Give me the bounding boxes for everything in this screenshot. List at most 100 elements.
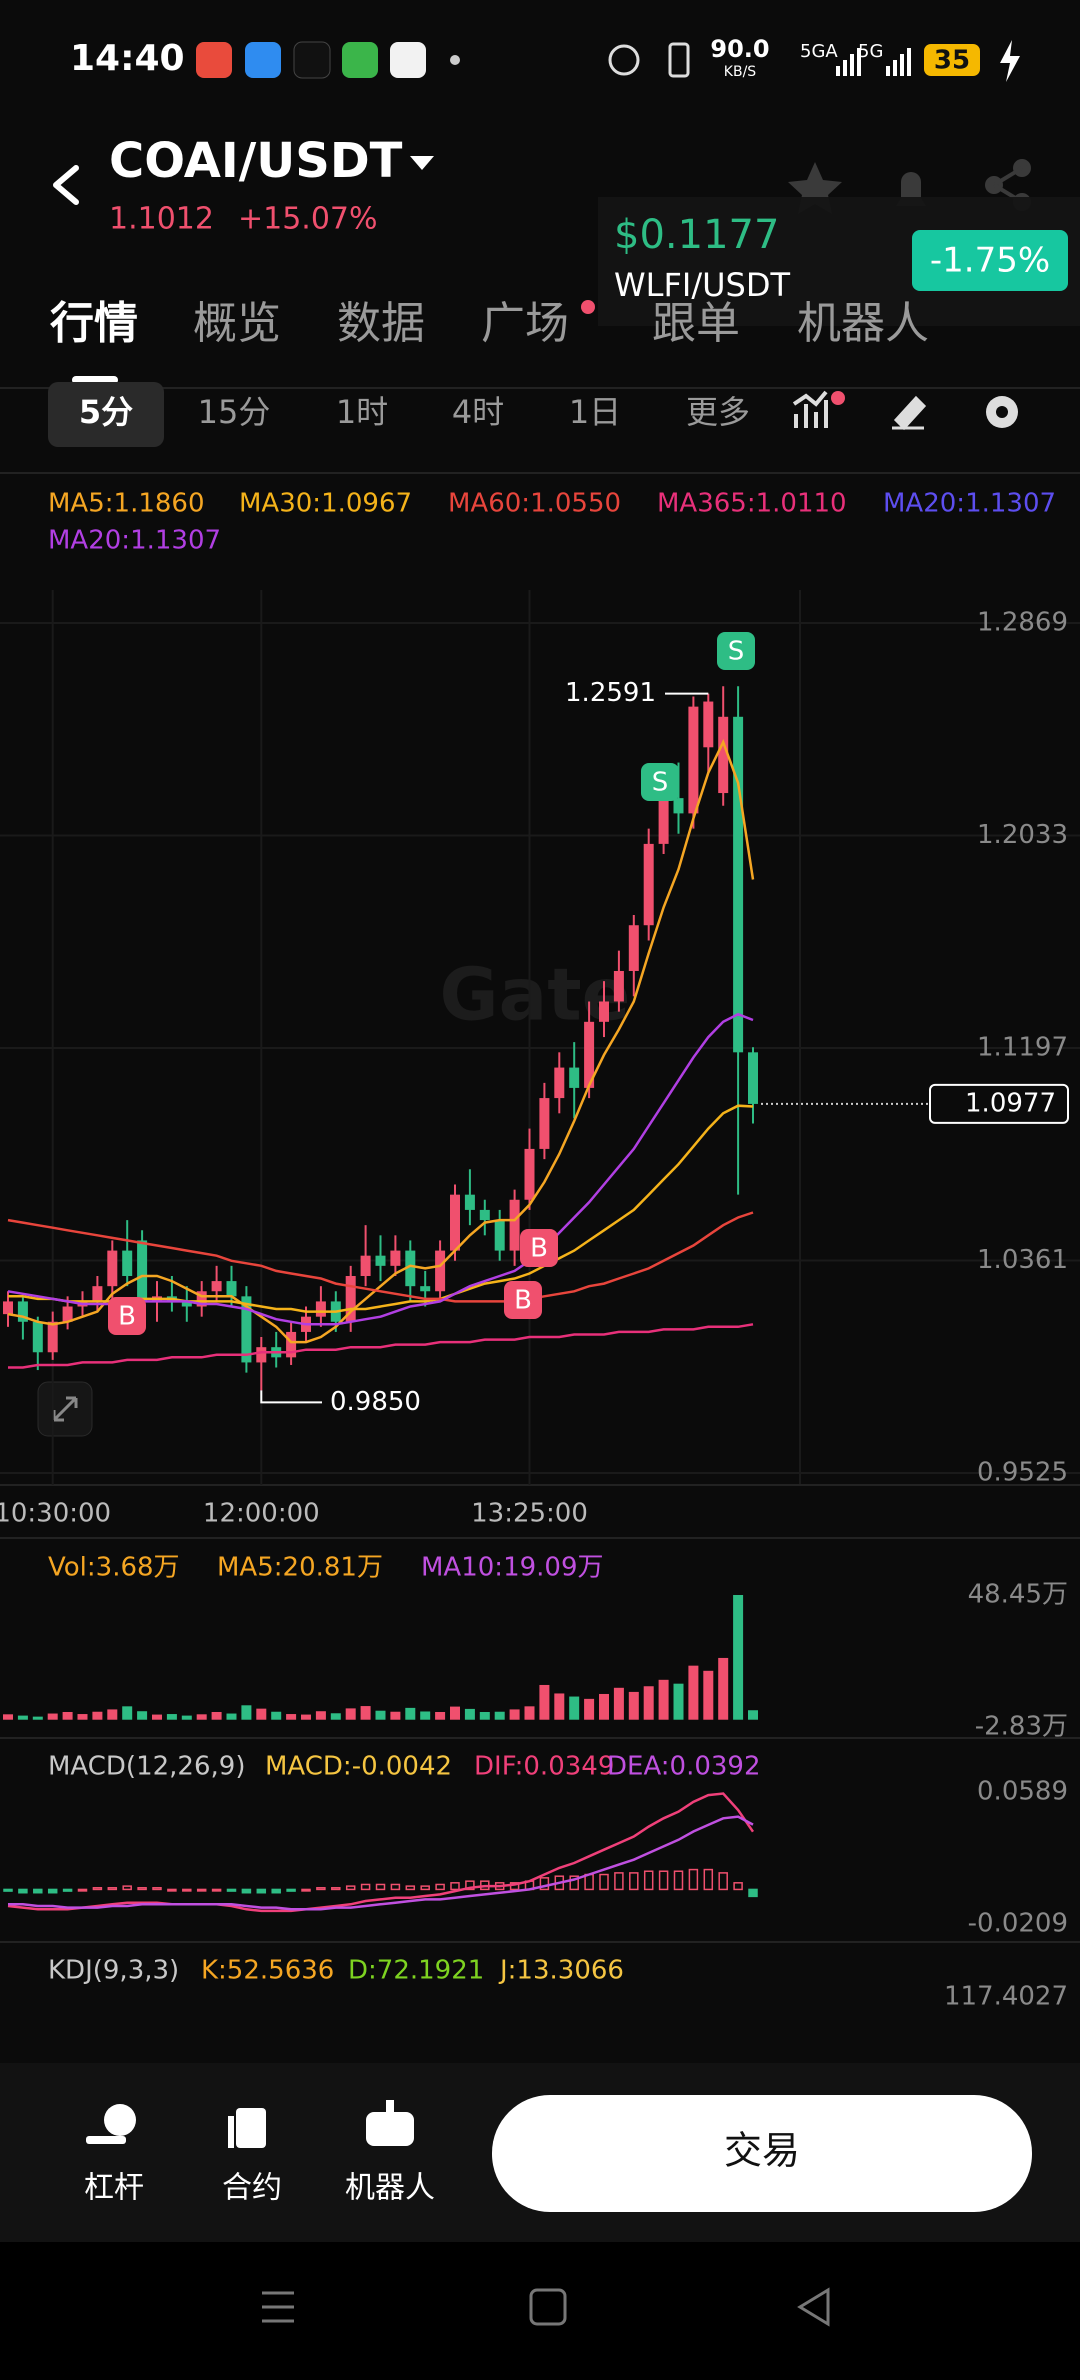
macd-bar <box>271 1888 281 1894</box>
x-tick-label: 12:00:00 <box>203 1499 320 1529</box>
tab[interactable]: 行情 <box>50 298 138 349</box>
macd-bar <box>673 1870 684 1891</box>
candle-body <box>718 716 729 794</box>
tab[interactable]: 跟单 <box>652 298 740 349</box>
trade-marker <box>520 1229 558 1267</box>
candle-body <box>360 1255 371 1277</box>
status-signal <box>836 48 911 76</box>
y-tick-label: 0.9525 <box>977 1458 1068 1488</box>
legend-entry: MACD(12,26,9) <box>48 1752 245 1782</box>
candle-body <box>554 1067 565 1099</box>
volume-bar <box>241 1705 252 1720</box>
volume-bar <box>703 1670 714 1720</box>
system-nav-icons[interactable] <box>262 2287 830 2327</box>
back-button[interactable] <box>53 165 79 205</box>
volume-bar <box>673 1683 684 1720</box>
trade-button[interactable] <box>492 2095 1032 2212</box>
legend-entry: DIF:0.0349 <box>474 1752 614 1782</box>
volume-bar <box>509 1709 520 1720</box>
interval[interactable]: 1日 <box>569 393 621 431</box>
trade-button-label[interactable]: 交易 <box>724 2129 800 2173</box>
trade-marker-label: B <box>118 1302 136 1332</box>
low-label: 0.9850 <box>330 1387 421 1417</box>
volume-bar <box>196 1714 207 1720</box>
volume-bar <box>77 1714 88 1720</box>
tab[interactable]: 数据 <box>337 298 425 349</box>
nav-item-label[interactable]: 杠杆 <box>84 2171 144 2206</box>
volume-bar <box>748 1710 758 1720</box>
interval[interactable]: 1时 <box>336 393 388 431</box>
expand-button[interactable] <box>37 1381 93 1437</box>
nav-items: 杠杆 合约 机器人 <box>84 2171 435 2206</box>
volume-bar <box>122 1706 133 1720</box>
candle-body <box>658 798 669 844</box>
trade-marker-label: B <box>514 1286 532 1316</box>
macd-bar <box>539 1877 550 1891</box>
pair-title[interactable]: COAI/USDT <box>109 133 403 189</box>
candle-body <box>137 1240 148 1302</box>
candle-body <box>628 925 639 971</box>
system-nav <box>0 2242 1080 2376</box>
trade-marker <box>641 763 679 801</box>
volume-bar <box>271 1711 282 1720</box>
legend-entry: MA20:1.1307 <box>883 489 1056 519</box>
interval[interactable]: 更多 <box>686 393 750 431</box>
candle-body <box>613 970 624 1002</box>
battery-level: 35 <box>934 46 970 76</box>
volume-bar <box>733 1595 744 1720</box>
candle-body <box>435 1250 446 1292</box>
tab[interactable]: 机器人 <box>797 298 929 349</box>
ma-line <box>7 739 755 1344</box>
nav-item-label[interactable]: 合约 <box>222 2171 282 2206</box>
charging-icon <box>1000 40 1020 82</box>
nav-item-label[interactable]: 机器人 <box>345 2171 435 2206</box>
macd-bar <box>733 1882 743 1891</box>
draw-button[interactable] <box>892 395 927 431</box>
tab[interactable]: 概览 <box>193 298 281 349</box>
macd-bar <box>420 1885 430 1891</box>
macd-bar <box>167 1888 177 1892</box>
popup-change: -1.75% <box>930 241 1050 281</box>
status-time: 14:40 <box>70 38 185 79</box>
macd-bar <box>3 1888 13 1892</box>
candle-body <box>211 1281 222 1292</box>
candle-body <box>464 1194 475 1210</box>
volume-bar <box>569 1696 580 1720</box>
volume-bar <box>137 1711 148 1720</box>
legend-entry: MACD:-0.0042 <box>265 1752 452 1782</box>
candle-body <box>450 1194 460 1251</box>
status-network: 5GA <box>800 41 838 62</box>
macd-bar <box>226 1888 237 1892</box>
pair-price: 1.1012 <box>109 202 214 237</box>
y-tick-label: 48.45万 <box>968 1580 1068 1610</box>
volume-bar <box>256 1708 267 1720</box>
y-tick-label: 1.1197 <box>977 1033 1068 1063</box>
tab-bar: 行情 概览 数据 广场 跟单 机器人 <box>50 298 929 349</box>
volume-bar <box>688 1665 699 1720</box>
interval[interactable]: 15分 <box>198 393 271 431</box>
interval[interactable]: 4时 <box>452 393 504 431</box>
volume-bar <box>524 1706 535 1720</box>
settings-button[interactable] <box>986 396 1018 428</box>
macd-line <box>8 1815 754 1911</box>
candle-body <box>375 1255 386 1266</box>
macd-bar <box>688 1868 699 1891</box>
nav-icon <box>86 2100 414 2148</box>
volume-bar <box>330 1713 341 1720</box>
tab[interactable]: 广场 <box>481 298 569 349</box>
ma-line <box>7 1211 754 1303</box>
interval[interactable]: 5分 <box>79 393 133 431</box>
volume-bar <box>286 1714 297 1720</box>
candle-body <box>241 1296 252 1363</box>
volume-bar <box>47 1713 58 1720</box>
pair-dropdown[interactable] <box>410 156 434 170</box>
volume-bar <box>628 1691 639 1720</box>
y-tick-label: 1.0361 <box>977 1245 1068 1275</box>
macd-bar <box>47 1888 58 1894</box>
macd-bar <box>614 1872 624 1891</box>
volume-bar <box>32 1716 43 1720</box>
status-speed: 90.0 <box>710 35 769 63</box>
indicator-button[interactable] <box>792 390 828 428</box>
candle-body <box>479 1209 490 1221</box>
candle-body <box>569 1067 580 1088</box>
